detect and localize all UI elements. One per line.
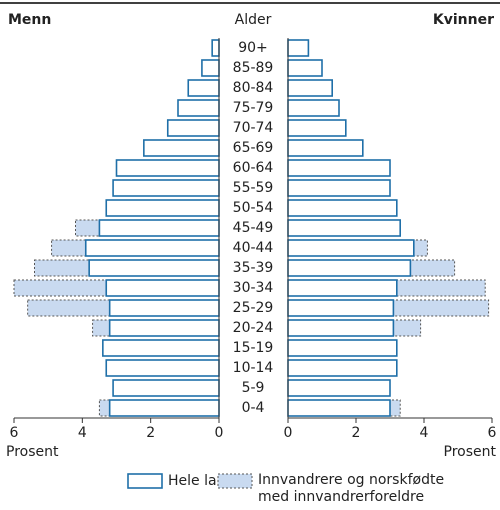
bar <box>177 99 220 117</box>
bar <box>105 359 220 377</box>
x-tick-label: 4 <box>78 425 87 441</box>
bar <box>287 239 415 257</box>
bar <box>112 379 220 397</box>
category-label: 5-9 <box>242 380 265 396</box>
x-tick-label: 2 <box>352 425 361 441</box>
category-label: 10-14 <box>233 360 274 376</box>
category-label: 30-34 <box>233 280 274 296</box>
category-label: 0-4 <box>242 400 265 416</box>
bar <box>287 39 310 57</box>
bar <box>115 159 220 177</box>
bar <box>98 219 220 237</box>
category-label: 40-44 <box>233 240 274 256</box>
category-label: 50-54 <box>233 200 274 216</box>
bar <box>108 299 220 317</box>
bar <box>105 279 220 297</box>
category-label: 35-39 <box>233 260 274 276</box>
bar <box>287 179 391 197</box>
bar <box>287 279 398 297</box>
x-tick-label: 6 <box>488 425 497 441</box>
category-label: 15-19 <box>233 340 274 356</box>
bar <box>166 119 220 137</box>
bar <box>287 379 391 397</box>
bar <box>143 139 220 157</box>
category-label: 20-24 <box>233 320 274 336</box>
category-label: 55-59 <box>233 180 274 196</box>
category-label: 25-29 <box>233 300 274 316</box>
bar <box>287 399 391 417</box>
bar <box>287 119 347 137</box>
category-label: 80-84 <box>233 80 274 96</box>
bar <box>187 79 220 97</box>
bar <box>287 139 364 157</box>
x-tick-label: 0 <box>215 425 224 441</box>
bar <box>287 79 334 97</box>
category-label: 45-49 <box>233 220 274 236</box>
category-label: 60-64 <box>233 160 274 176</box>
legend-label: Innvandrere og norskfødte med innvandrer… <box>258 472 445 505</box>
bar <box>211 39 220 57</box>
bar <box>102 339 220 357</box>
bar <box>287 259 412 277</box>
legend-swatch <box>217 473 253 489</box>
bar <box>287 99 340 117</box>
bar <box>108 319 220 337</box>
bar <box>112 179 220 197</box>
left-title: Menn <box>8 12 51 28</box>
category-label: Alder <box>235 12 272 28</box>
category-label: 70-74 <box>233 120 274 136</box>
x-label: Prosent <box>6 444 59 460</box>
bar <box>88 259 220 277</box>
bar <box>84 239 220 257</box>
bar <box>287 199 398 217</box>
category-label: 90+ <box>238 40 268 56</box>
bar <box>201 59 220 77</box>
category-label: 65-69 <box>233 140 274 156</box>
category-label: 75-79 <box>233 100 274 116</box>
x-tick-label: 6 <box>10 425 19 441</box>
x-label: Prosent <box>444 444 497 460</box>
bar <box>287 219 401 237</box>
x-tick-label: 2 <box>146 425 155 441</box>
bar <box>287 59 323 77</box>
bar <box>287 159 391 177</box>
category-label: 85-89 <box>233 60 274 76</box>
x-tick-label: 4 <box>420 425 429 441</box>
bar <box>287 359 398 377</box>
bar <box>108 399 220 417</box>
legend-swatch <box>127 473 163 489</box>
bar <box>287 319 395 337</box>
right-title: Kvinner <box>433 12 494 28</box>
bar <box>105 199 220 217</box>
x-tick-label: 0 <box>284 425 293 441</box>
bar <box>287 299 395 317</box>
bar <box>287 339 398 357</box>
